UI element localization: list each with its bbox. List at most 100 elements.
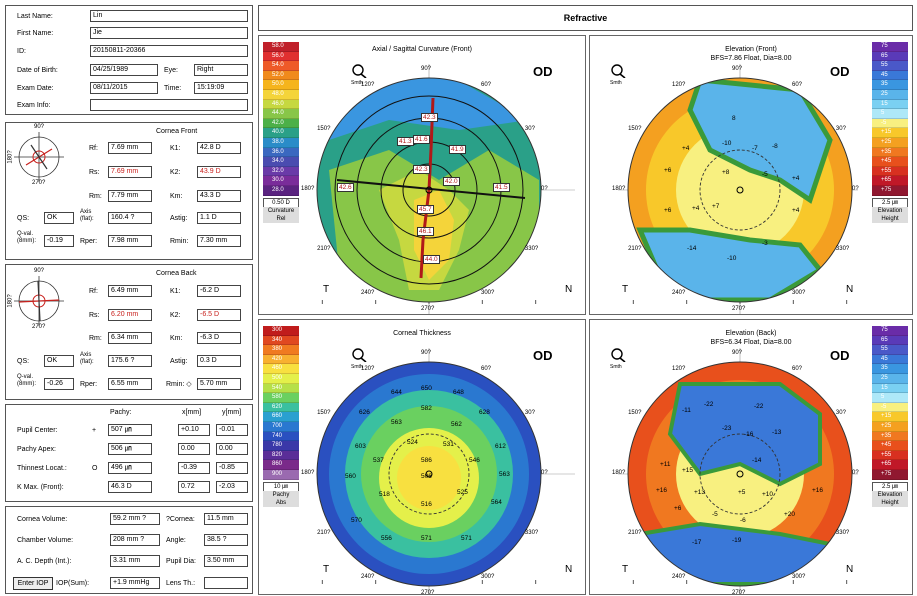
back-rmin-label: Rmin: ◇ <box>166 381 192 388</box>
scale-step: 620 <box>263 402 299 413</box>
map-value-label: 42.3 <box>413 165 430 174</box>
first-name-field[interactable]: Jie <box>90 27 248 39</box>
map-value-label: 556 <box>381 535 392 542</box>
scale-type[interactable]: Pachy <box>263 490 299 499</box>
iop-field: +1.9 mmHg <box>110 577 160 589</box>
smooth-magnifier-icon[interactable]: Smth <box>351 348 369 370</box>
scale-step: +15 <box>872 128 908 138</box>
enter-iop-button[interactable]: Enter IOP <box>13 577 53 590</box>
degree-label: 180? <box>301 470 315 476</box>
scale-type[interactable]: Elevation <box>872 490 908 499</box>
scale-step: 5 <box>872 109 908 119</box>
scale-mode[interactable]: Height <box>872 214 908 223</box>
exam-date-field[interactable]: 08/11/2015 <box>90 82 158 94</box>
last-name-label: Last Name: <box>17 13 53 20</box>
scale-type[interactable]: Elevation <box>872 206 908 215</box>
map-value-label: -3 <box>762 240 768 247</box>
scale-step: 380 <box>263 345 299 355</box>
axial-curvature-map[interactable]: Axial / Sagittal Curvature (Front) 58.0 56… <box>258 35 586 315</box>
back-cross-top: 90? <box>34 268 45 274</box>
scale-step: 25 <box>872 373 908 384</box>
scale-step: 36.0 <box>263 147 299 158</box>
dob-field[interactable]: 04/25/1989 <box>90 64 158 76</box>
map-value-label: 582 <box>421 405 432 412</box>
cornea-front-title: Cornea Front <box>156 128 198 135</box>
smooth-label: Smth <box>351 80 363 86</box>
map-value-label: 516 <box>421 501 432 508</box>
scale-step: 740 <box>263 431 299 442</box>
scale-step: 660 <box>263 412 299 422</box>
scale-step: 28.0 <box>263 185 299 196</box>
degree-label: 60? <box>481 366 492 373</box>
scale-step: 50.0 <box>263 80 299 90</box>
back-axis-label: Axis (flat): <box>80 352 94 365</box>
back-km-label: Km: <box>170 335 183 342</box>
map-title: Elevation (Back) <box>725 330 777 337</box>
pachy-row-label: Thinnest Locat.: <box>17 465 67 472</box>
map-value-label: 650 <box>421 385 432 392</box>
map-value-label: 42.0 <box>443 177 460 186</box>
scale-mode[interactable]: Rel <box>263 214 299 223</box>
map-value-label: -14 <box>687 245 697 252</box>
scale-type[interactable]: Curvature <box>263 206 299 215</box>
eye-field[interactable]: Right <box>194 64 248 76</box>
back-k2-field: -6.5 D <box>197 309 241 321</box>
lens-th-field[interactable] <box>204 577 248 589</box>
last-name-field[interactable]: Lin <box>90 10 248 22</box>
pachy-row-symbol: O <box>92 465 98 472</box>
scale-step: 820 <box>263 450 299 461</box>
degree-label: 0? <box>541 186 548 192</box>
degree-label: 60? <box>792 366 803 373</box>
scale-step: 700 <box>263 421 299 432</box>
smooth-magnifier-icon[interactable]: Smth <box>610 348 628 370</box>
map-value-label: -11 <box>682 407 691 414</box>
degree-label: 120? <box>672 366 686 373</box>
corneal-thickness-map[interactable]: Corneal Thickness 300 340 380 420 460 500 540 58… <box>258 319 586 595</box>
pachy-row-label: Pupil Center: <box>17 427 58 434</box>
cornea-back-title: Cornea Back <box>156 270 197 277</box>
scale-step: 300 <box>263 326 299 336</box>
degree-label: 180? <box>612 186 626 192</box>
elevation-front-map[interactable]: Elevation (Front) BFS=7.86 Float, Dia=8.0… <box>589 35 913 315</box>
map-value-label: -8 <box>772 143 778 150</box>
degree-label: 0? <box>852 186 859 192</box>
front-km-label: Km: <box>170 193 183 200</box>
time-field[interactable]: 15:19:09 <box>194 82 248 94</box>
scale-step: +55 <box>872 450 908 461</box>
map-value-label: 571 <box>421 535 432 542</box>
map-value-label: -22 <box>704 401 714 408</box>
scale-step: +35 <box>872 147 908 158</box>
map-value-label: 531 <box>443 441 454 448</box>
eye-label: Eye: <box>164 67 179 74</box>
back-rf-field: 6.49 mm <box>108 285 152 297</box>
back-astig-label: Astig: <box>170 358 188 365</box>
elevation-back-map[interactable]: Elevation (Back) BFS=6.34 Float, Dia=8.00… <box>589 319 913 595</box>
pachy-row-y: -2.03 <box>216 481 248 493</box>
id-field[interactable]: 20150811-20366 <box>90 45 248 57</box>
degree-label: 30? <box>835 126 846 132</box>
scale-step: 40.0 <box>263 128 299 138</box>
smooth-magnifier-icon[interactable]: Smth <box>610 64 628 86</box>
scale-step: 55 <box>872 61 908 71</box>
smooth-label: Smth <box>351 364 363 370</box>
exam-info-field[interactable] <box>90 99 248 111</box>
temporal-label: T <box>622 564 629 575</box>
front-astig-field: 1.1 D <box>197 212 241 224</box>
smooth-magnifier-icon[interactable]: Smth <box>351 64 369 86</box>
scale-step: 46.0 <box>263 99 299 110</box>
scale-mode[interactable]: Height <box>872 498 908 507</box>
front-rper-label: Rper: <box>80 238 98 245</box>
pachy-row-label: K Max. (Front): <box>17 484 64 491</box>
front-qval-label: Q-val. (8mm): <box>17 231 36 244</box>
map-value-label: 612 <box>495 443 506 450</box>
back-rmin-field: 5.70 mm <box>197 378 241 390</box>
scale-mode[interactable]: Abs <box>263 498 299 507</box>
map-title: Corneal Thickness <box>393 330 451 337</box>
scale-step: +55 <box>872 166 908 177</box>
pachy-row-y: 0.00 <box>216 443 248 455</box>
scale-step: 52.0 <box>263 70 299 81</box>
map-value-label: 41.5 <box>493 183 510 192</box>
ac-depth-label: A. C. Depth (Int.): <box>17 558 72 565</box>
map-value-label: +6 <box>674 505 682 512</box>
front-rmin-label: Rmin: <box>170 238 189 245</box>
